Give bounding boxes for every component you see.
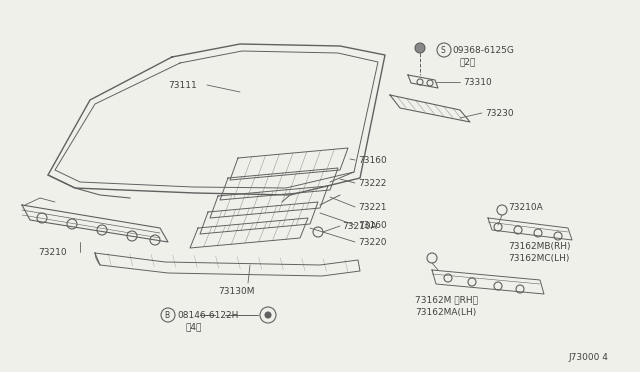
Text: 73230: 73230 [485,109,514,118]
Text: S: S [440,45,445,55]
Text: 73111: 73111 [168,80,196,90]
Text: 73222: 73222 [358,179,387,187]
Text: 73220: 73220 [358,237,387,247]
Text: 73310: 73310 [463,77,492,87]
Text: 73162MC(LH): 73162MC(LH) [508,253,570,263]
Text: 73160: 73160 [358,221,387,230]
Text: 73162MA(LH): 73162MA(LH) [415,308,476,317]
Text: 73210: 73210 [38,247,67,257]
Text: （2）: （2） [460,58,476,67]
Text: 73221: 73221 [358,202,387,212]
Circle shape [415,43,425,53]
Text: 09368-6125G: 09368-6125G [452,45,514,55]
Text: （4）: （4） [185,323,202,331]
Text: J73000 4: J73000 4 [568,353,608,362]
Text: 73160: 73160 [358,155,387,164]
Text: 73210A: 73210A [342,221,377,231]
Text: 73162M （RH）: 73162M （RH） [415,295,478,305]
Text: 73162MB(RH): 73162MB(RH) [508,241,570,250]
Text: 08146-6122H: 08146-6122H [177,311,238,320]
Circle shape [265,312,271,318]
Text: 73130M: 73130M [218,288,255,296]
Text: 73210A: 73210A [508,202,543,212]
Text: B: B [164,311,170,320]
